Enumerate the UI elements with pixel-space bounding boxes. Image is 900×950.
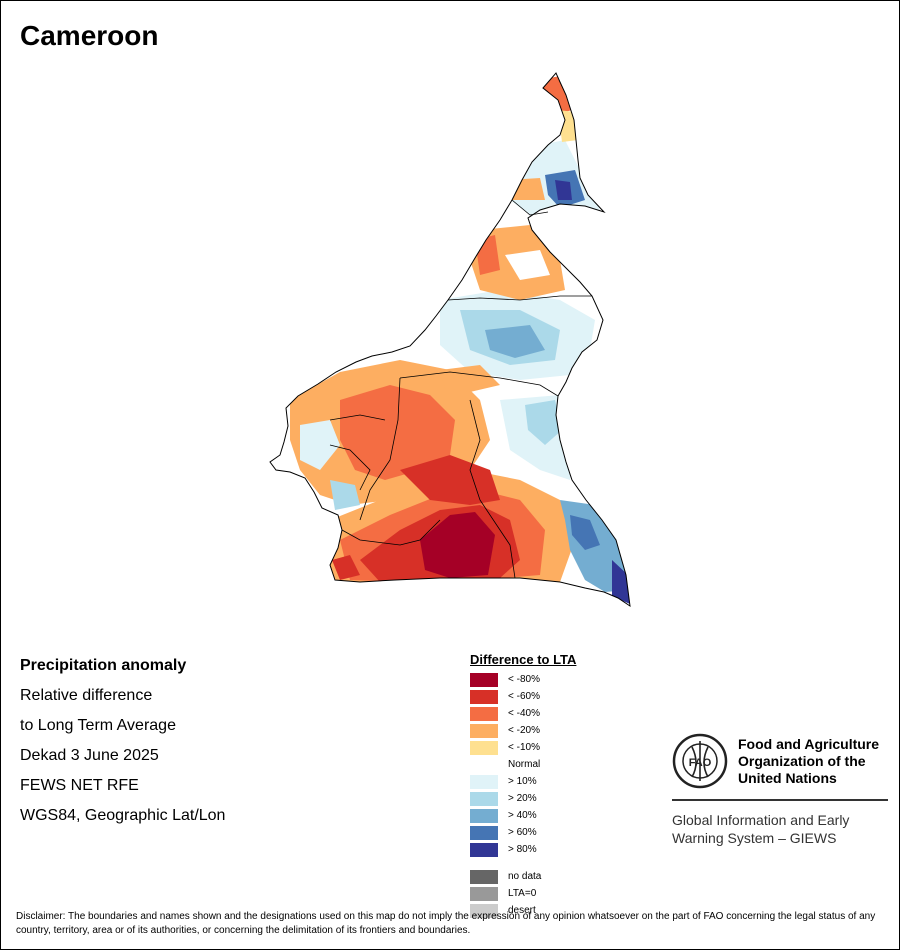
legend-item-swatch — [470, 723, 498, 738]
legend-extra-swatch — [470, 886, 498, 901]
legend-item-label: > 40% — [508, 810, 537, 821]
fao-emblem-icon: FAO — [672, 733, 728, 789]
legend-item-swatch — [470, 842, 498, 857]
legend-item-row: < -10% — [470, 739, 576, 756]
legend-item-swatch — [470, 758, 498, 772]
legend-title: Difference to LTA — [470, 652, 577, 667]
legend-item-row: > 10% — [470, 773, 576, 790]
legend-item-swatch — [470, 808, 498, 823]
legend-item-swatch — [470, 689, 498, 704]
fao-name-line-3: United Nations — [738, 769, 837, 786]
fao-emblem-text: FAO — [689, 757, 712, 769]
legend-item-label: > 60% — [508, 827, 537, 838]
legend-item-row: < -80% — [470, 671, 576, 688]
legend-item-label: < -10% — [508, 742, 540, 753]
legend-item-row: < -60% — [470, 688, 576, 705]
legend-extra-label: desert — [508, 905, 536, 916]
legend-item-label: > 20% — [508, 793, 537, 804]
map-legend: Difference to LTA < -80% < -60% < -40% < -2… — [470, 652, 576, 919]
map-title: Cameroon — [20, 20, 159, 51]
map-info-block: Precipitation anomaly Relative differenc… — [20, 656, 225, 836]
legend-extra-label: no data — [508, 871, 542, 882]
legend-item-row: > 80% — [470, 841, 576, 858]
legend-items: < -80% < -60% < -40% < -20% < -10% Normal > 10… — [470, 671, 576, 858]
fao-name-line-1: Food and Agriculture — [738, 735, 880, 752]
info-line-5: FEWS NET RFE — [20, 777, 139, 794]
fao-name-line-2: Organization of the — [738, 752, 866, 769]
disclaimer-text: Disclaimer: The boundaries and names sho… — [16, 911, 876, 936]
legend-item-swatch — [470, 740, 498, 755]
legend-extra-swatch — [470, 869, 498, 884]
legend-extra-swatch — [470, 903, 498, 918]
giews-line-2: Warning System – GIEWS — [672, 830, 837, 846]
cameroon-anomaly-map — [269, 72, 631, 608]
legend-item-row: < -40% — [470, 705, 576, 722]
legend-extra-row: desert — [470, 902, 576, 919]
legend-item-swatch — [470, 774, 498, 789]
legend-item-swatch — [470, 825, 498, 840]
fao-divider — [672, 799, 888, 801]
giews-name: Global Information and Early Warning Sys… — [672, 811, 888, 847]
info-line-6: WGS84, Geographic Lat/Lon — [20, 807, 226, 824]
legend-item-label: < -80% — [508, 674, 540, 685]
legend-item-swatch — [470, 706, 498, 721]
info-line-1: Precipitation anomaly — [20, 657, 187, 674]
legend-item-label: > 80% — [508, 844, 537, 855]
legend-item-label: < -60% — [508, 691, 540, 702]
legend-item-label: < -20% — [508, 725, 540, 736]
legend-item-label: > 10% — [508, 776, 537, 787]
info-line-4: Dekad 3 June 2025 — [20, 747, 159, 764]
legend-item-row: Normal — [470, 756, 576, 773]
legend-item-label: Normal — [508, 759, 541, 770]
legend-item-label: < -40% — [508, 708, 540, 719]
fao-organization-name: Food and Agriculture Organization of the… — [738, 736, 879, 787]
legend-extra-items: no data LTA=0 desert — [470, 868, 576, 919]
legend-extra-label: LTA=0 — [508, 888, 537, 899]
legend-extra-row: no data — [470, 868, 576, 885]
legend-item-row: > 20% — [470, 790, 576, 807]
legend-item-swatch — [470, 672, 498, 687]
giews-line-1: Global Information and Early — [672, 812, 850, 828]
fao-giews-logo-block: FAO Food and Agriculture Organization of… — [672, 733, 888, 847]
legend-extra-row: LTA=0 — [470, 885, 576, 902]
info-line-3: to Long Term Average — [20, 717, 176, 734]
legend-item-row: < -20% — [470, 722, 576, 739]
legend-item-swatch — [470, 791, 498, 806]
legend-item-row: > 40% — [470, 807, 576, 824]
info-line-2: Relative difference — [20, 687, 153, 704]
legend-item-row: > 60% — [470, 824, 576, 841]
